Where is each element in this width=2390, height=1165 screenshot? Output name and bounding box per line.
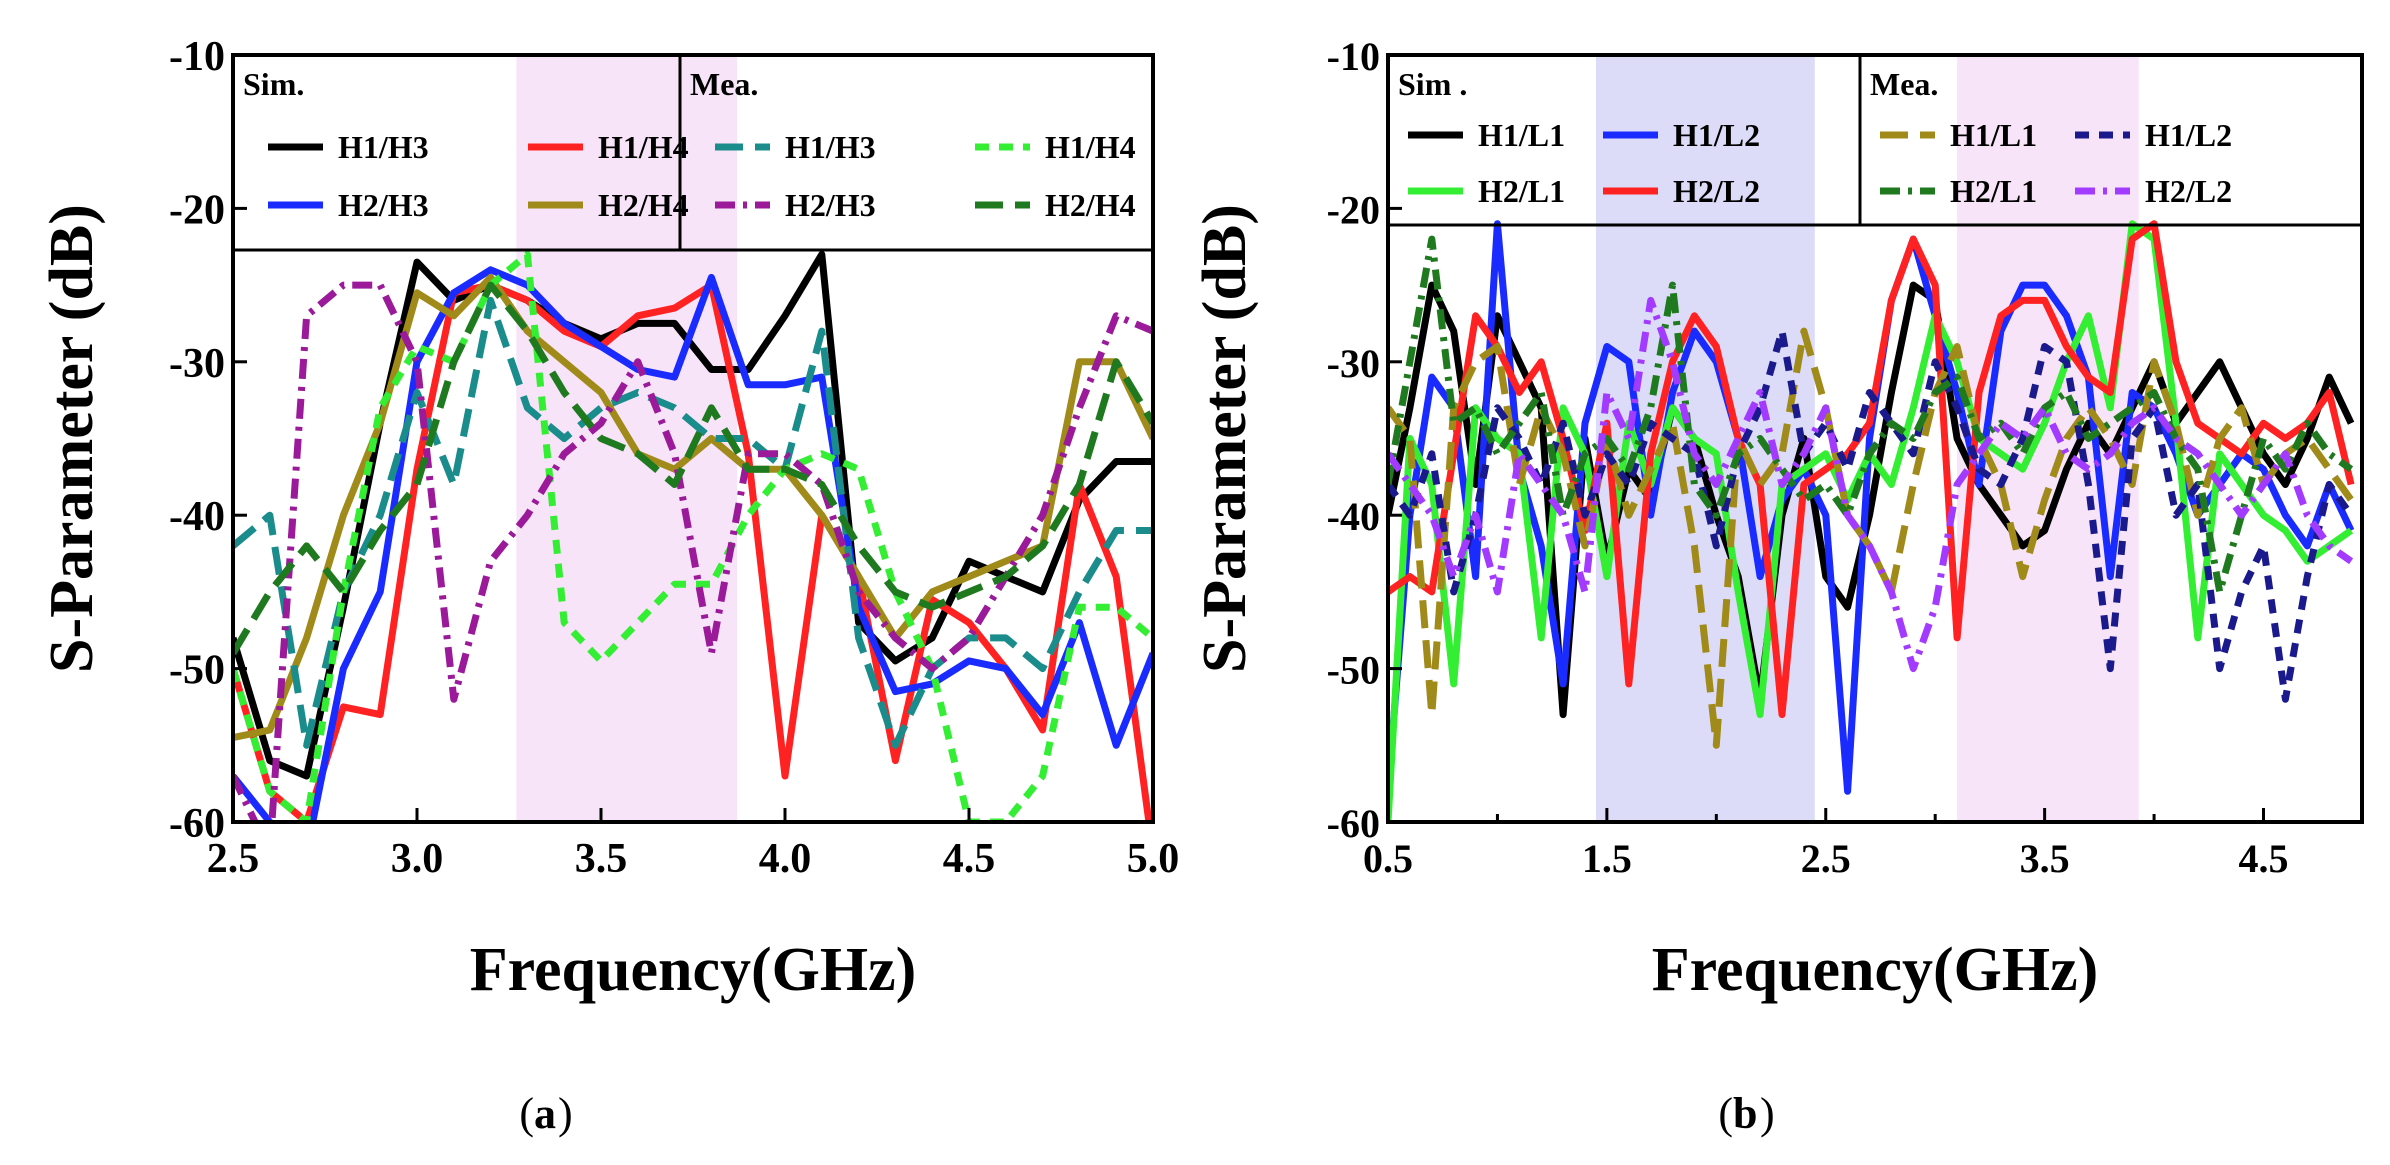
legend-label-0-1: H1/L2 <box>1673 117 1760 153</box>
x-tick-label: 0.5 <box>1363 836 1413 881</box>
series-line-mea-h2-h4 <box>233 281 1153 656</box>
y-tick-label: -10 <box>1327 34 1380 79</box>
legend-label-1-1: H1/H4 <box>1045 129 1136 165</box>
legend-label-1-3: H2/H4 <box>1045 187 1136 223</box>
y-tick-label: -40 <box>1327 494 1380 539</box>
legend-label-0-3: H2/H4 <box>598 187 689 223</box>
series-line-mea-h2-l1 <box>1388 235 2354 596</box>
y-tick-label: -20 <box>1327 187 1380 232</box>
x-tick-label: 2.5 <box>207 836 260 882</box>
legend-label-1-0: H1/H3 <box>785 129 876 165</box>
legend-label-1-2: H2/L1 <box>1950 173 2037 209</box>
legend-label-1-1: H1/L2 <box>2145 117 2232 153</box>
legend-label-0-0: H1/H3 <box>338 129 429 165</box>
x-axis-label: Frequency(GHz) <box>470 936 917 1004</box>
y-axis-label: S-Parameter (dB) <box>1191 204 1259 673</box>
series-line-mea-h1-l2 <box>1388 327 2354 703</box>
legend-label-0-2: H2/H3 <box>338 187 429 223</box>
svg-text:): ) <box>558 1089 573 1138</box>
series-line-mea-h1-h4 <box>233 250 1153 822</box>
y-tick-label: -20 <box>169 187 225 233</box>
legend-label-1-0: H1/L1 <box>1950 117 2037 153</box>
x-tick-label: 4.5 <box>943 836 996 882</box>
series-line-sim-h2-h3 <box>233 266 1153 822</box>
series-line-mea-h2-h3 <box>233 281 1153 822</box>
legend-title-0: Sim . <box>1398 66 1467 102</box>
y-tick-label: -50 <box>169 648 225 694</box>
x-tick-label: 3.5 <box>575 836 628 882</box>
y-tick-label: -30 <box>1327 341 1380 386</box>
x-axis-label: Frequency(GHz) <box>1652 936 2099 1004</box>
caption-b: ( b ) <box>1718 1089 1774 1138</box>
plot-frame <box>1386 53 2364 824</box>
x-tick-label: 2.5 <box>1801 836 1851 881</box>
svg-text:(: ( <box>1718 1089 1733 1138</box>
legend-title-1: Mea. <box>1870 66 1938 102</box>
y-tick-label: -60 <box>169 801 225 847</box>
series-group <box>233 250 1153 822</box>
legend-title-0: Sim. <box>243 66 304 102</box>
legend-label-0-0: H1/L1 <box>1478 117 1565 153</box>
svg-text:): ) <box>1760 1089 1775 1138</box>
chart-panel-a: Sim. H1/H3 H1/H4 H2/H3 H2/H4 Mea. H1/H3 H1/H4 H2… <box>38 34 1179 1004</box>
plot-frame <box>231 53 1155 824</box>
series-line-sim-h1-h4 <box>233 281 1153 822</box>
legend-label-1-3: H2/L2 <box>2145 173 2232 209</box>
caption-b-letter: b <box>1733 1089 1757 1138</box>
x-tick-label: 3.0 <box>391 836 444 882</box>
x-tick-label: 5.0 <box>1127 836 1180 882</box>
x-tick-label: 4.5 <box>2239 836 2289 881</box>
x-tick-label: 4.0 <box>759 836 812 882</box>
legend-label-0-3: H2/L2 <box>1673 173 1760 209</box>
legend-title-1: Mea. <box>690 66 758 102</box>
y-tick-label: -50 <box>1327 648 1380 693</box>
legend-label-0-1: H1/H4 <box>598 129 689 165</box>
series-group <box>1388 220 2355 822</box>
caption-a: ( a ) <box>519 1089 572 1138</box>
y-tick-label: -10 <box>169 34 225 80</box>
legend-label-0-2: H2/L1 <box>1478 173 1565 209</box>
y-tick-label: -30 <box>169 341 225 387</box>
series-line-sim-h2-l2 <box>1388 220 2355 719</box>
y-axis-label: S-Parameter (dB) <box>38 204 106 673</box>
y-tick-label: -60 <box>1327 801 1380 846</box>
series-line-mea-h2-l2 <box>1388 296 2354 673</box>
x-tick-label: 1.5 <box>1582 836 1632 881</box>
chart-panel-b: Sim . H1/L1 H1/L2 H2/L1 H2/L2 Mea. H1/L1 H1/L2 H… <box>1191 34 2364 1004</box>
x-tick-label: 3.5 <box>2020 836 2070 881</box>
legend-label-1-2: H2/H3 <box>785 187 876 223</box>
svg-text:(: ( <box>519 1089 534 1138</box>
series-line-mea-h1-h3 <box>233 296 1153 749</box>
caption-a-letter: a <box>534 1089 556 1138</box>
y-tick-label: -40 <box>169 494 225 540</box>
